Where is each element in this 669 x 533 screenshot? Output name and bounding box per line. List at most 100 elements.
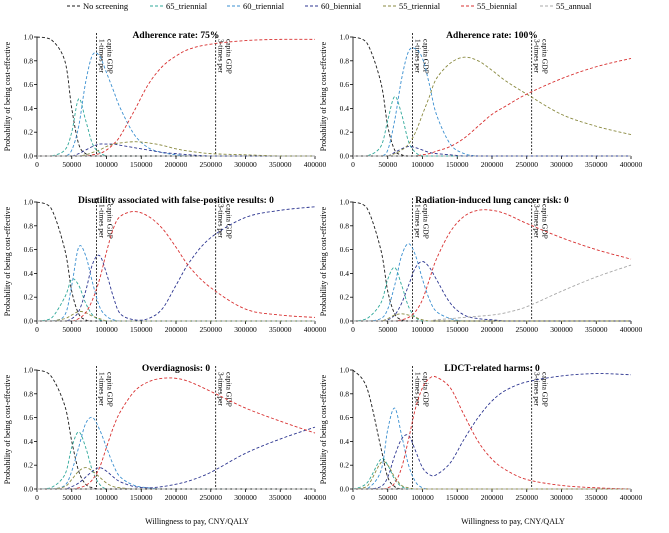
y-tick-label: 0.2 bbox=[340, 293, 350, 302]
x-tick-label: 350000 bbox=[269, 493, 292, 502]
y-tick-label: 0.6 bbox=[340, 80, 350, 89]
x-tick-label: 100000 bbox=[95, 160, 118, 169]
ref-label-line2: capita GDP bbox=[225, 204, 234, 239]
series-line bbox=[352, 47, 631, 157]
x-tick-label: 250000 bbox=[200, 160, 223, 169]
chart-title: Adherence rate: 100% bbox=[446, 31, 538, 41]
x-tick-label: 50000 bbox=[378, 493, 397, 502]
y-axis-label: Probability of being cost-effective bbox=[3, 41, 12, 151]
series-line bbox=[353, 243, 631, 322]
ref-label-line2: capita GDP bbox=[422, 39, 431, 74]
legend-item: No screening bbox=[67, 1, 129, 11]
series-line bbox=[37, 206, 316, 322]
series-line bbox=[353, 407, 631, 490]
chart-title: Adherence rate: 75% bbox=[133, 31, 220, 41]
x-tick-label: 350000 bbox=[585, 493, 608, 502]
legend-label: 55_annual bbox=[556, 1, 592, 11]
y-axis-label: Probability of being cost-effective bbox=[319, 374, 328, 484]
x-tick-label: 0 bbox=[35, 160, 39, 169]
ref-label-line1: 1-times per bbox=[98, 372, 107, 406]
series-line bbox=[353, 313, 631, 322]
x-tick-label: 250000 bbox=[516, 493, 539, 502]
x-tick-label: 350000 bbox=[585, 325, 608, 334]
y-tick-label: 0.0 bbox=[340, 317, 350, 326]
chart-panel: Overdiagnosis: 0 0.0 0.2 0.4 0.6 0.8 1.0 0 50000… bbox=[3, 364, 327, 502]
series-line bbox=[353, 375, 632, 490]
y-tick-label: 0.8 bbox=[24, 221, 34, 230]
chart-title: LDCT-related harms: 0 bbox=[444, 364, 540, 374]
x-tick-label: 200000 bbox=[481, 325, 504, 334]
x-axis-label-right: Willingness to pay, CNY/QALY bbox=[461, 517, 565, 526]
x-tick-label: 0 bbox=[351, 325, 355, 334]
series-line bbox=[353, 264, 632, 322]
chart-panel: Adherence rate: 100% 0.0 0.2 0.4 0.6 0.8 1.0 0 5… bbox=[319, 31, 643, 169]
ref-line-1x-gdp-label: 1-times per capita GDP bbox=[98, 39, 115, 74]
series-line bbox=[352, 36, 631, 157]
ref-label-line1: 3-times per bbox=[217, 372, 226, 406]
y-tick-label: 0.0 bbox=[24, 485, 34, 494]
y-tick-label: 0.2 bbox=[340, 461, 350, 470]
x-tick-label: 150000 bbox=[130, 493, 153, 502]
y-tick-label: 0.4 bbox=[340, 269, 350, 278]
series-line bbox=[36, 201, 315, 322]
ref-line-3x-gdp-label: 3-times per capita GDP bbox=[217, 372, 234, 407]
ref-label-line2: capita GDP bbox=[106, 372, 115, 407]
y-tick-label: 1.0 bbox=[340, 366, 350, 375]
y-tick-label: 1.0 bbox=[24, 198, 34, 207]
series-line bbox=[352, 201, 631, 322]
y-tick-label: 0.0 bbox=[24, 152, 34, 161]
y-tick-label: 1.0 bbox=[24, 33, 34, 42]
ref-label-line2: capita GDP bbox=[106, 39, 115, 74]
x-tick-label: 100000 bbox=[95, 325, 118, 334]
legend-label: 65_triennial bbox=[166, 1, 208, 11]
legend-label: 55_triennial bbox=[399, 1, 441, 11]
x-tick-label: 300000 bbox=[550, 160, 573, 169]
y-tick-label: 0.8 bbox=[24, 56, 34, 65]
x-tick-label: 200000 bbox=[481, 493, 504, 502]
y-tick-label: 0.6 bbox=[24, 413, 34, 422]
x-tick-label: 0 bbox=[35, 493, 39, 502]
y-tick-label: 0.2 bbox=[24, 461, 34, 470]
y-tick-label: 0.4 bbox=[24, 269, 34, 278]
x-tick-label: 400000 bbox=[620, 325, 643, 334]
series-line bbox=[36, 38, 316, 157]
ref-label-line1: 1-times per bbox=[414, 204, 423, 238]
x-tick-label: 400000 bbox=[620, 160, 643, 169]
series-line bbox=[37, 416, 315, 490]
legend-label: 55_biennial bbox=[477, 1, 518, 11]
y-axis-label: Probability of being cost-effective bbox=[3, 206, 12, 316]
x-tick-label: 250000 bbox=[516, 325, 539, 334]
ref-line-3x-gdp-label: 3-times per capita GDP bbox=[533, 39, 550, 74]
x-tick-label: 100000 bbox=[411, 493, 434, 502]
chart-title: Disutility associated with false-positiv… bbox=[78, 196, 274, 206]
y-tick-label: 0.0 bbox=[340, 485, 350, 494]
y-tick-label: 1.0 bbox=[340, 198, 350, 207]
series-line bbox=[353, 209, 632, 322]
ref-label-line1: 1-times per bbox=[414, 39, 423, 73]
x-tick-label: 350000 bbox=[269, 325, 292, 334]
y-tick-label: 0.8 bbox=[340, 56, 350, 65]
ref-line-1x-gdp-label: 1-times per capita GDP bbox=[414, 372, 431, 407]
x-tick-label: 50000 bbox=[62, 325, 81, 334]
x-tick-label: 300000 bbox=[234, 493, 257, 502]
ref-line-1x-gdp-label: 1-times per capita GDP bbox=[414, 39, 431, 74]
ref-line-3x-gdp-label: 3-times per capita GDP bbox=[217, 204, 234, 239]
x-tick-label: 250000 bbox=[200, 325, 223, 334]
x-tick-label: 50000 bbox=[62, 493, 81, 502]
y-tick-label: 0.2 bbox=[340, 128, 350, 137]
ref-line-3x-gdp-label: 3-times per capita GDP bbox=[533, 204, 550, 239]
ref-label-line2: capita GDP bbox=[541, 39, 550, 74]
y-tick-label: 0.0 bbox=[24, 317, 34, 326]
ref-label-line1: 3-times per bbox=[217, 39, 226, 73]
x-tick-label: 100000 bbox=[411, 160, 434, 169]
ref-label-line2: capita GDP bbox=[422, 204, 431, 239]
x-tick-label: 100000 bbox=[411, 325, 434, 334]
ref-line-3x-gdp-label: 3-times per capita GDP bbox=[533, 372, 550, 407]
x-tick-label: 300000 bbox=[550, 325, 573, 334]
x-tick-label: 0 bbox=[351, 493, 355, 502]
series-line bbox=[36, 36, 315, 157]
x-tick-label: 400000 bbox=[620, 493, 643, 502]
y-tick-label: 0.4 bbox=[340, 104, 350, 113]
y-axis-label: Probability of being cost-effective bbox=[3, 374, 12, 484]
chart-panel: Adherence rate: 75% 0.0 0.2 0.4 0.6 0.8 1.0 0 50… bbox=[3, 31, 327, 169]
